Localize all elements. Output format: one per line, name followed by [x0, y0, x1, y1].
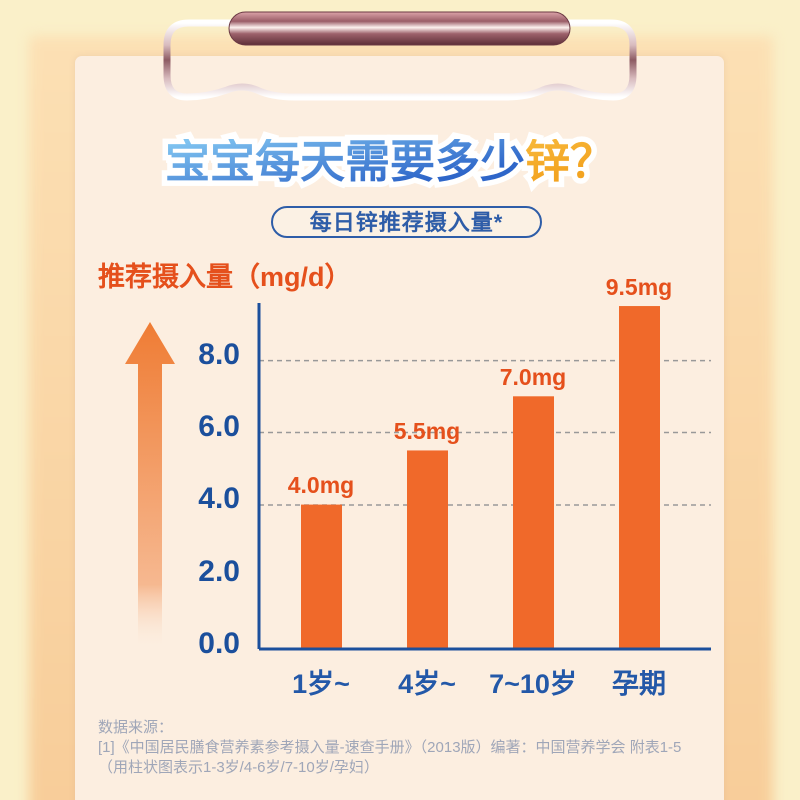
svg-text:6.0: 6.0	[198, 410, 240, 443]
svg-text:4岁~: 4岁~	[398, 669, 456, 699]
svg-text:4.0: 4.0	[198, 482, 240, 515]
svg-text:2.0: 2.0	[198, 555, 240, 588]
svg-text:0.0: 0.0	[198, 627, 240, 660]
svg-text:1岁~: 1岁~	[292, 669, 350, 699]
svg-text:8.0: 8.0	[198, 338, 240, 371]
svg-text:孕期: 孕期	[612, 669, 666, 699]
svg-text:5.5mg: 5.5mg	[394, 418, 460, 444]
svg-text:4.0mg: 4.0mg	[288, 472, 354, 498]
svg-text:7.0mg: 7.0mg	[500, 364, 566, 390]
svg-text:9.5mg: 9.5mg	[606, 274, 672, 300]
svg-text:7~10岁: 7~10岁	[489, 669, 577, 699]
